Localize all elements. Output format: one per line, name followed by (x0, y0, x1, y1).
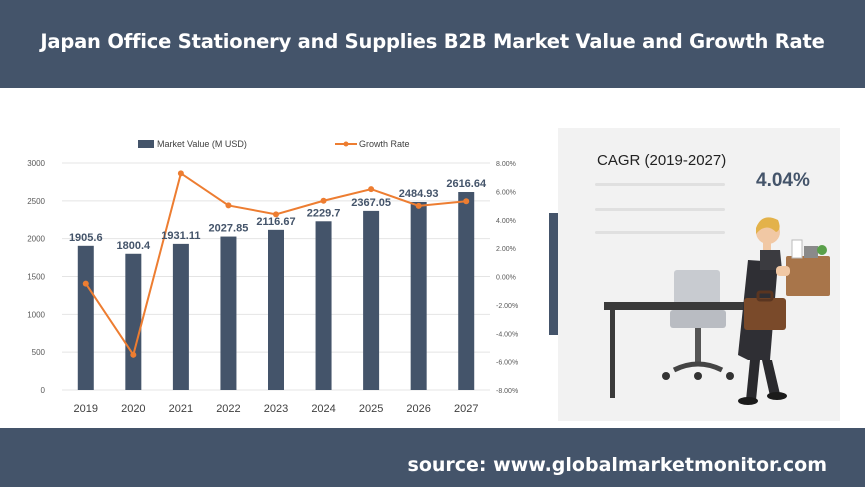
bar (220, 236, 237, 390)
y-left-tick-label: 500 (32, 348, 46, 357)
bar (172, 243, 189, 390)
decorative-line (595, 231, 725, 234)
x-tick-label: 2026 (406, 403, 430, 415)
x-tick-label: 2024 (311, 403, 335, 415)
bar (125, 253, 142, 390)
bar (77, 245, 94, 390)
bar-data-label: 2616.64 (446, 178, 487, 190)
y-left-tick-label: 1500 (27, 273, 45, 282)
bar (410, 201, 427, 390)
legend-marker-growth-rate (343, 141, 349, 147)
bar-data-label: 2484.93 (399, 188, 439, 200)
bar (363, 210, 380, 390)
office-worker-illustration (604, 217, 830, 405)
y-left-tick-label: 2000 (27, 235, 45, 244)
bar (458, 192, 475, 390)
decorative-line (595, 183, 725, 186)
bar-data-label: 2367.05 (351, 197, 391, 209)
y-right-tick-label: 4.00% (496, 218, 516, 225)
bar-data-label: 2027.85 (209, 223, 249, 235)
market-value-chart: 0 500 1000 1500 2000 2500 3000 -8.00% -6.00% -4.0… (27, 139, 518, 415)
growth-rate-point (130, 351, 137, 358)
x-tick-label: 2021 (169, 403, 193, 415)
bar (268, 229, 284, 390)
decorative-line (595, 208, 725, 211)
source-text: source: www.globalmarketmonitor.com (407, 454, 827, 476)
bar-data-label: 1800.4 (117, 240, 152, 252)
y-right-tick-label: -6.00% (496, 360, 518, 367)
x-tick-label: 2019 (74, 403, 98, 415)
growth-rate-point (415, 202, 422, 209)
page-title: Japan Office Stationery and Supplies B2B… (40, 30, 825, 53)
legend-label-market-value: Market Value (M USD) (157, 139, 247, 149)
x-tick-label: 2020 (121, 403, 145, 415)
y-right-tick-label: 8.00% (496, 161, 516, 168)
y-left-tick-label: 3000 (27, 159, 45, 168)
growth-rate-point (368, 186, 375, 193)
cagr-value: 4.04% (756, 170, 810, 191)
growth-rate-point (273, 211, 279, 218)
bar-data-label: 2229.7 (307, 207, 341, 219)
y-right-tick-label: -2.00% (496, 303, 518, 310)
footer-bar (0, 428, 865, 487)
bar (315, 221, 332, 390)
x-tick-label: 2023 (264, 403, 288, 415)
y-right-tick-label: 2.00% (496, 246, 516, 253)
y-left-tick-label: 0 (41, 386, 46, 395)
growth-rate-point (320, 197, 327, 204)
y-left-tick-label: 1000 (27, 310, 45, 319)
growth-rate-point (225, 202, 232, 209)
x-tick-label: 2027 (454, 403, 478, 415)
x-tick-label: 2025 (359, 403, 383, 415)
legend-swatch-market-value (138, 140, 154, 148)
y-right-tick-label: 0.00% (496, 275, 516, 282)
y-right-tick-label: -8.00% (496, 388, 518, 395)
cagr-label: CAGR (2019-2027) (597, 152, 727, 169)
y-left-tick-label: 2500 (27, 197, 45, 206)
legend-label-growth-rate: Growth Rate (359, 139, 410, 149)
growth-rate-point (463, 198, 470, 205)
growth-rate-point (82, 280, 89, 287)
y-right-tick-label: 6.00% (496, 189, 516, 196)
x-tick-label: 2022 (216, 403, 240, 415)
bar-data-label: 2116.67 (256, 216, 295, 228)
y-right-tick-label: -4.00% (496, 331, 518, 338)
bar-data-label: 1905.6 (69, 232, 103, 244)
growth-rate-point (177, 170, 184, 177)
header-bar (0, 0, 865, 88)
accent-bar (549, 213, 558, 335)
bar-data-label: 1931.11 (161, 230, 200, 242)
